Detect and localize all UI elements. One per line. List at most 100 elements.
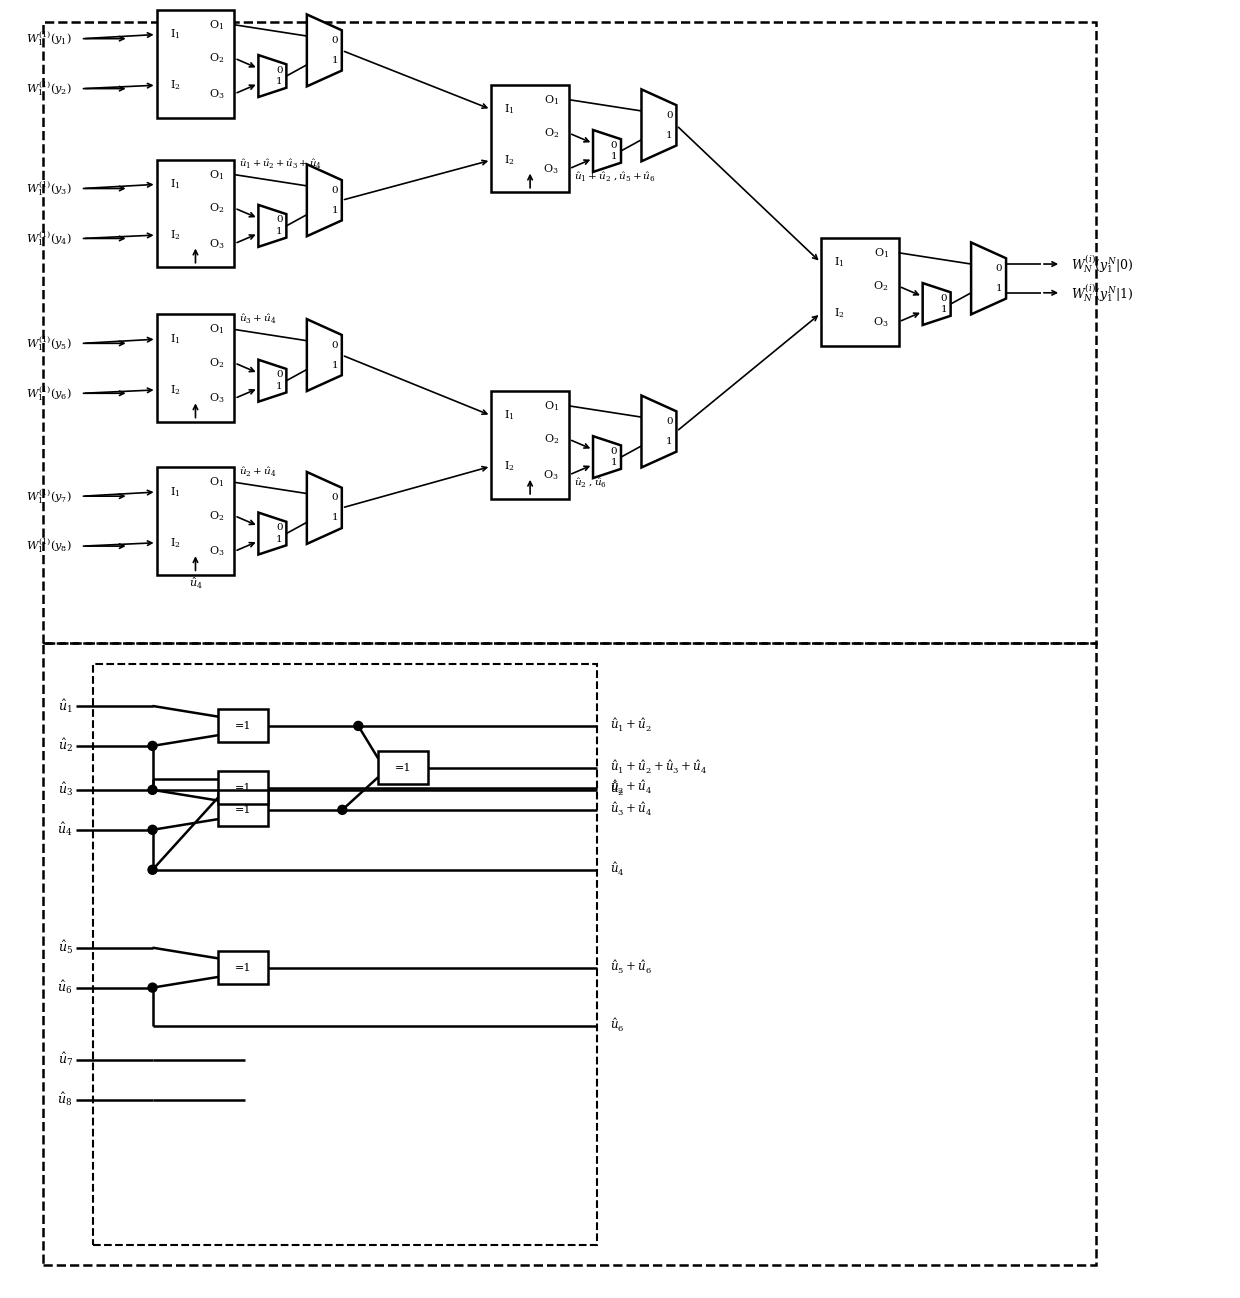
Polygon shape [971, 243, 1006, 314]
Bar [93, 665, 596, 1245]
Text: 0: 0 [666, 417, 673, 426]
Text: I$_2$: I$_2$ [505, 153, 515, 167]
Text: O$_3$: O$_3$ [208, 236, 224, 251]
Text: $W_1^{(1)}(y_2)$: $W_1^{(1)}(y_2)$ [26, 79, 72, 97]
Text: 1: 1 [940, 305, 947, 314]
Text: 1: 1 [610, 458, 618, 467]
Text: O$_1$: O$_1$ [210, 167, 224, 182]
Text: $W_1^{(1)}(y_4)$: $W_1^{(1)}(y_4)$ [26, 228, 72, 248]
Text: I$_2$: I$_2$ [170, 383, 180, 397]
Bar [218, 771, 268, 805]
Text: 1: 1 [666, 437, 673, 447]
Text: I$_2$: I$_2$ [833, 306, 844, 321]
Text: I$_2$: I$_2$ [170, 78, 180, 92]
Text: $\hat{u}_2+\hat{u}_4$: $\hat{u}_2+\hat{u}_4$ [239, 466, 277, 479]
Polygon shape [641, 90, 677, 161]
Text: I$_1$: I$_1$ [505, 103, 515, 117]
Bar [378, 752, 428, 784]
Text: O$_1$: O$_1$ [210, 323, 224, 336]
Text: I$_1$: I$_1$ [170, 27, 180, 42]
Circle shape [148, 785, 157, 794]
Text: O$_2$: O$_2$ [210, 201, 224, 215]
Text: O$_1$: O$_1$ [873, 245, 889, 260]
Text: 0: 0 [277, 523, 283, 532]
Text: $W_N^{(i)}(y_1^N|1)$: $W_N^{(i)}(y_1^N|1)$ [1071, 282, 1133, 304]
Text: I$_2$: I$_2$ [505, 459, 515, 474]
Text: 1: 1 [277, 78, 283, 87]
Text: 1: 1 [331, 514, 339, 523]
Text: $\hat{u}_2\ ,\hat{u}_6$: $\hat{u}_2\ ,\hat{u}_6$ [574, 476, 608, 489]
Polygon shape [258, 205, 286, 247]
Text: 0: 0 [996, 263, 1002, 273]
Text: 0: 0 [331, 36, 339, 45]
Polygon shape [258, 513, 286, 554]
Polygon shape [306, 319, 342, 391]
Polygon shape [258, 360, 286, 401]
Bar [218, 793, 268, 827]
Text: $\hat{u}_5$: $\hat{u}_5$ [57, 938, 73, 957]
Text: $\hat{u}_1+\hat{u}_2+\hat{u}_3+\hat{u}_4$: $\hat{u}_1+\hat{u}_2+\hat{u}_3+\hat{u}_4… [239, 158, 322, 171]
Text: I$_1$: I$_1$ [170, 332, 180, 347]
Circle shape [353, 722, 363, 731]
Polygon shape [306, 165, 342, 236]
Text: $\hat{u}_8$: $\hat{u}_8$ [57, 1090, 73, 1108]
Text: I$_2$: I$_2$ [170, 228, 180, 241]
Text: $\hat{u}_1+\hat{u}_2$: $\hat{u}_1+\hat{u}_2$ [610, 718, 652, 735]
Polygon shape [306, 472, 342, 544]
Text: 1: 1 [331, 206, 339, 215]
Polygon shape [641, 396, 677, 467]
Text: $\hat{u}_1+\hat{u}_2+\hat{u}_3+\hat{u}_4$: $\hat{u}_1+\hat{u}_2+\hat{u}_3+\hat{u}_4… [610, 759, 707, 776]
Text: $W_1^{(1)}(y_7)$: $W_1^{(1)}(y_7)$ [26, 487, 72, 505]
Text: =1: =1 [236, 963, 252, 972]
Text: O$_1$: O$_1$ [210, 475, 224, 489]
Bar [42, 22, 1096, 643]
Text: $\hat{u}_1$: $\hat{u}_1$ [58, 697, 73, 714]
Text: I$_1$: I$_1$ [170, 485, 180, 498]
Text: $\hat{u}_4$: $\hat{u}_4$ [57, 822, 73, 839]
Text: O$_2$: O$_2$ [543, 126, 559, 140]
Text: $W_1^{(1)}(y_1)$: $W_1^{(1)}(y_1)$ [26, 30, 72, 48]
Text: $\hat{u}_2$: $\hat{u}_2$ [58, 737, 73, 754]
Text: O$_2$: O$_2$ [543, 432, 559, 447]
Text: 0: 0 [610, 140, 618, 149]
Text: O$_3$: O$_3$ [208, 87, 224, 101]
Text: 0: 0 [331, 493, 339, 502]
Text: I$_1$: I$_1$ [505, 409, 515, 422]
Text: O$_3$: O$_3$ [208, 544, 224, 558]
Text: I$_1$: I$_1$ [170, 178, 180, 191]
Circle shape [337, 805, 347, 814]
Text: 0: 0 [331, 186, 339, 195]
Text: 0: 0 [610, 447, 618, 456]
Bar [156, 467, 234, 575]
Bar [491, 391, 569, 498]
Text: 0: 0 [940, 293, 947, 302]
Text: 1: 1 [996, 284, 1002, 293]
Text: $W_1^{(1)}(y_8)$: $W_1^{(1)}(y_8)$ [26, 537, 72, 556]
Text: 0: 0 [277, 66, 283, 75]
Text: I$_1$: I$_1$ [833, 256, 844, 270]
Bar [156, 314, 234, 422]
Text: O$_2$: O$_2$ [210, 52, 224, 65]
Text: $\hat{u}_4$: $\hat{u}_4$ [610, 862, 625, 879]
Text: 1: 1 [277, 382, 283, 391]
Bar [491, 84, 569, 192]
Text: $\hat{u}_5+\hat{u}_6$: $\hat{u}_5+\hat{u}_6$ [610, 959, 652, 976]
Text: O$_3$: O$_3$ [873, 315, 889, 328]
Circle shape [148, 983, 157, 992]
Polygon shape [258, 55, 286, 97]
Text: 0: 0 [277, 215, 283, 225]
Text: $\hat{u}_3+\hat{u}_4$: $\hat{u}_3+\hat{u}_4$ [239, 313, 277, 326]
Text: $\hat{u}_1+\hat{u}_2\ ,\hat{u}_5+\hat{u}_6$: $\hat{u}_1+\hat{u}_2\ ,\hat{u}_5+\hat{u}… [574, 170, 656, 183]
Circle shape [148, 826, 157, 835]
Text: $\hat{u}_3$: $\hat{u}_3$ [57, 781, 73, 798]
Text: $W_1^{(1)}(y_3)$: $W_1^{(1)}(y_3)$ [26, 179, 72, 197]
Text: $W_1^{(1)}(y_6)$: $W_1^{(1)}(y_6)$ [26, 384, 72, 402]
Text: 1: 1 [277, 227, 283, 236]
Text: =1: =1 [236, 720, 252, 731]
Text: 0: 0 [666, 110, 673, 119]
Text: $W_N^{(i)}(y_1^N|0)$: $W_N^{(i)}(y_1^N|0)$ [1071, 253, 1133, 275]
Bar [42, 643, 1096, 1266]
Polygon shape [593, 130, 621, 171]
Text: O$_1$: O$_1$ [544, 93, 559, 106]
Text: =1: =1 [236, 783, 252, 793]
